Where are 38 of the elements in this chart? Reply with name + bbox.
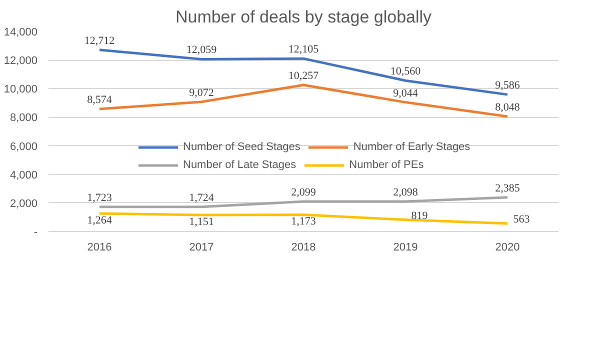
data-label: 10,560 — [390, 66, 422, 78]
data-label: 1,264 — [87, 214, 112, 226]
y-tick-label: 6,000 — [10, 140, 38, 153]
y-tick-label: 10,000 — [4, 84, 38, 96]
y-tick-label: 8,000 — [10, 112, 38, 124]
data-label: 8,048 — [495, 102, 520, 114]
x-tick-label: 2018 — [291, 242, 316, 254]
y-tick-label: 12,000 — [4, 55, 38, 68]
chart-title: Number of deals by stage globally — [175, 8, 432, 26]
data-label: 2,385 — [495, 182, 520, 194]
y-tick-label: 14,000 — [4, 26, 38, 38]
data-label: 9,044 — [393, 87, 418, 100]
data-label: 2,099 — [291, 186, 316, 199]
data-label: 12,712 — [84, 34, 115, 47]
legend-label: Number of PEs — [349, 159, 424, 171]
data-label: 1,723 — [87, 192, 112, 204]
x-tick-label: 2016 — [87, 242, 112, 254]
x-tick-label: 2019 — [393, 242, 418, 254]
data-label: 9,586 — [495, 80, 520, 92]
y-tick-label: 4,000 — [10, 169, 38, 182]
legend-label: Number of Late Stages — [183, 159, 296, 171]
data-label: 12,059 — [186, 44, 218, 56]
data-label: 8,574 — [87, 94, 112, 106]
data-label: 1,173 — [291, 216, 316, 228]
legend-label: Number of Early Stages — [353, 141, 470, 153]
data-label: 819 — [411, 210, 428, 222]
data-label: 1,724 — [189, 192, 214, 204]
data-label: 2,098 — [393, 186, 418, 199]
x-tick-label: 2020 — [495, 242, 520, 254]
data-label: 1,151 — [189, 216, 214, 228]
y-tick-label: 2,000 — [10, 198, 38, 210]
data-label: 9,072 — [189, 86, 214, 99]
legend-label: Number of Seed Stages — [183, 141, 300, 153]
data-label: 12,105 — [288, 44, 320, 56]
x-tick-label: 2017 — [189, 242, 214, 254]
data-label: 563 — [513, 213, 530, 226]
y-tick-label: - — [34, 226, 38, 238]
data-label: 10,257 — [288, 70, 320, 82]
